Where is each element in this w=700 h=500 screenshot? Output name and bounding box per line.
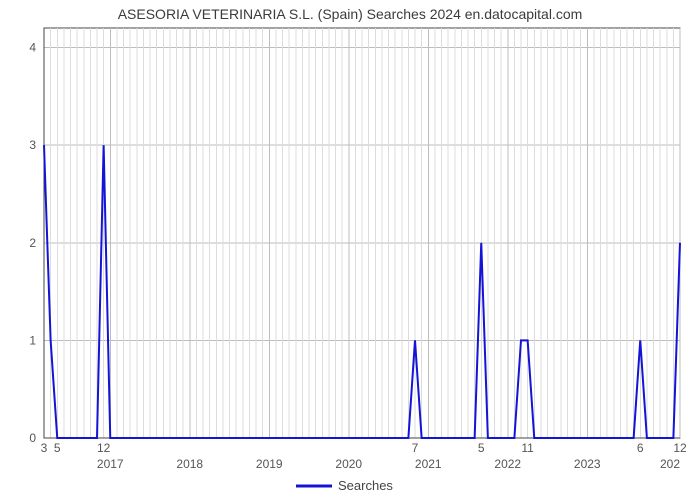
x-year-label: 2017 [97, 457, 124, 471]
x-tick-label: 12 [97, 441, 111, 455]
x-tick-label: 7 [412, 441, 419, 455]
y-tick-label: 1 [29, 333, 36, 347]
x-year-label: 2022 [494, 457, 521, 471]
x-year-label: 2021 [415, 457, 442, 471]
x-tick-label: 12 [673, 441, 687, 455]
x-tick-label: 5 [478, 441, 485, 455]
x-tick-label: 5 [54, 441, 61, 455]
legend-label: Searches [338, 478, 393, 493]
y-tick-label: 4 [29, 41, 36, 55]
x-year-label: 2019 [256, 457, 283, 471]
x-year-label: 2023 [574, 457, 601, 471]
chart-container: ASESORIA VETERINARIA S.L. (Spain) Search… [0, 0, 700, 500]
x-year-label: 202 [660, 457, 680, 471]
y-tick-label: 0 [29, 431, 36, 445]
chart-svg: 0123435127511612201720182019202020212022… [0, 0, 700, 500]
x-tick-label: 6 [637, 441, 644, 455]
x-tick-label: 3 [41, 441, 48, 455]
x-tick-label: 11 [521, 441, 534, 455]
x-year-label: 2018 [176, 457, 203, 471]
y-tick-label: 2 [29, 236, 36, 250]
x-year-label: 2020 [335, 457, 362, 471]
y-tick-label: 3 [29, 138, 36, 152]
